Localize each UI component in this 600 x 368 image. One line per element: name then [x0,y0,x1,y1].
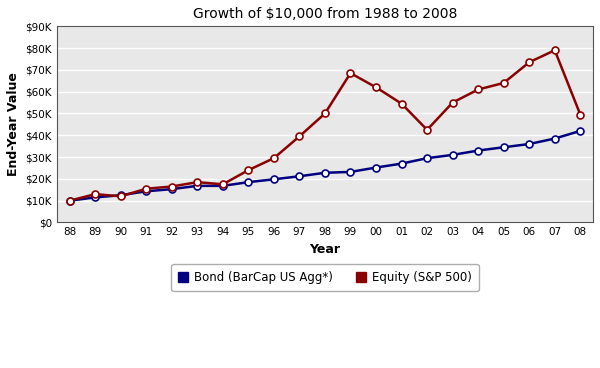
Title: Growth of $10,000 from 1988 to 2008: Growth of $10,000 from 1988 to 2008 [193,7,457,21]
X-axis label: Year: Year [310,243,340,256]
Legend: Bond (BarCap US Agg*), Equity (S&P 500): Bond (BarCap US Agg*), Equity (S&P 500) [172,264,479,291]
Y-axis label: End-Year Value: End-Year Value [7,72,20,176]
